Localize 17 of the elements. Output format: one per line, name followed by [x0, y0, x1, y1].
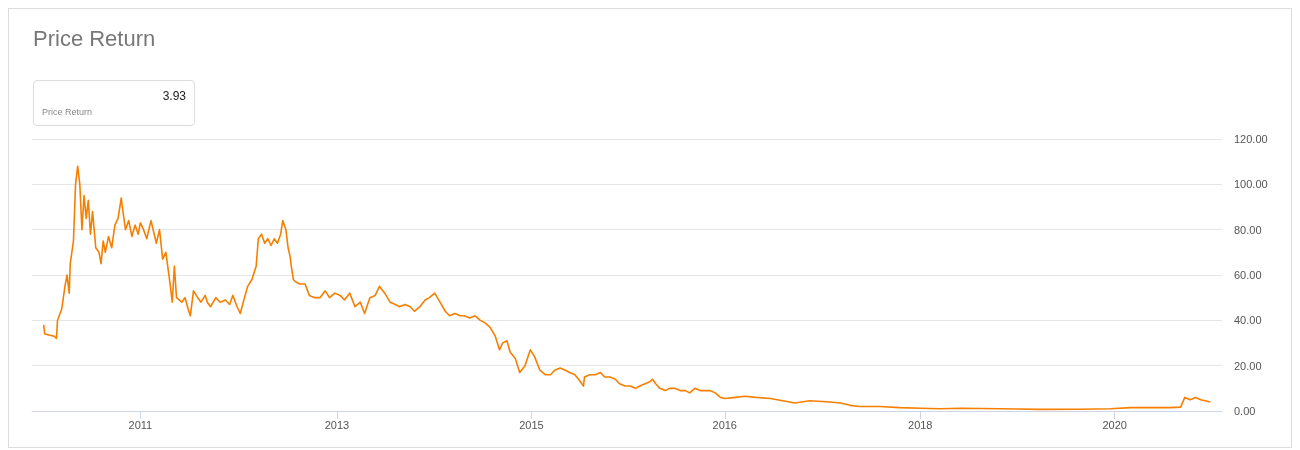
- y-tick-label: 0.00: [1234, 405, 1256, 417]
- y-tick-label: 80.00: [1234, 223, 1262, 236]
- x-tick-label: 2013: [324, 418, 350, 431]
- x-tick-label: 2015: [519, 418, 544, 431]
- chart-title: Price Return: [33, 26, 156, 52]
- text: 3.93: [162, 89, 186, 103]
- y-tick-label: 60.00: [1234, 269, 1262, 281]
- text: Price Return: [42, 107, 93, 117]
- x-tick-label: 2018: [908, 418, 933, 431]
- x-tick-label: 2020: [1102, 418, 1127, 431]
- y-tick-label: 120.00: [1234, 133, 1268, 145]
- y-tick-label: 20.00: [1234, 359, 1262, 372]
- line-series: [42, 165, 1212, 411]
- y-tick-label: 40.00: [1234, 314, 1262, 327]
- x-tick-label: 2011: [128, 418, 153, 431]
- x-tick-label: 2016: [712, 418, 737, 431]
- y-tick-label: 100.00: [1234, 178, 1268, 191]
